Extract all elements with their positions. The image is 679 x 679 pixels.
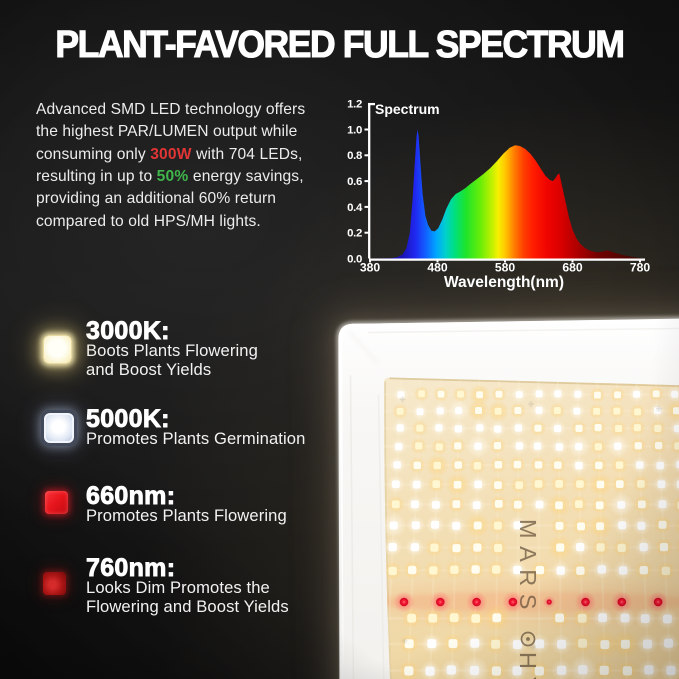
svg-text:480: 480: [427, 261, 448, 275]
svg-text:0.4: 0.4: [347, 202, 363, 214]
svg-text:0.8: 0.8: [347, 150, 362, 162]
svg-text:580: 580: [495, 261, 516, 275]
svg-text:0.2: 0.2: [347, 228, 362, 240]
svg-text:0.6: 0.6: [347, 176, 362, 188]
svg-text:1.0: 1.0: [347, 124, 362, 136]
svg-text:Spectrum: Spectrum: [375, 101, 440, 117]
svg-text:1.2: 1.2: [347, 99, 362, 111]
svg-text:0.0: 0.0: [347, 253, 362, 265]
svg-text:780: 780: [630, 261, 651, 275]
svg-text:680: 680: [562, 261, 583, 275]
svg-text:380: 380: [360, 261, 381, 275]
svg-text:Wavelength(nm): Wavelength(nm): [444, 274, 564, 291]
